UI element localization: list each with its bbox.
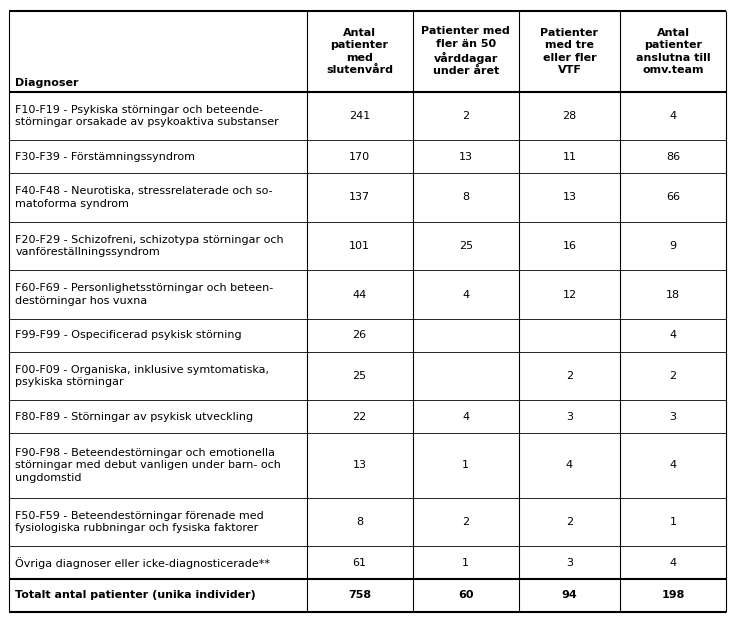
Text: 86: 86 [666, 151, 680, 162]
Text: Antal
patienter
anslutna till
omv.team: Antal patienter anslutna till omv.team [636, 28, 711, 75]
Text: 4: 4 [670, 111, 677, 121]
Text: Totalt antal patienter (unika individer): Totalt antal patienter (unika individer) [15, 591, 257, 601]
Text: 2: 2 [462, 517, 470, 527]
Text: F99-F99 - Ospecificerad psykisk störning: F99-F99 - Ospecificerad psykisk störning [15, 330, 242, 340]
Text: Patienter
med tre
eller fler
VTF: Patienter med tre eller fler VTF [540, 28, 598, 75]
Text: 12: 12 [562, 290, 576, 300]
Text: 4: 4 [670, 460, 677, 470]
Text: F20-F29 - Schizofreni, schizotypa störningar och
vanföreställningssyndrom: F20-F29 - Schizofreni, schizotypa störni… [15, 235, 284, 257]
Text: Övriga diagnoser eller icke-diagnosticerade**: Övriga diagnoser eller icke-diagnosticer… [15, 557, 270, 569]
Text: 2: 2 [566, 517, 573, 527]
Text: 13: 13 [459, 151, 473, 162]
Text: F30-F39 - Förstämningssyndrom: F30-F39 - Förstämningssyndrom [15, 151, 196, 162]
Text: 198: 198 [662, 591, 685, 601]
Text: 101: 101 [349, 241, 370, 251]
Text: 1: 1 [670, 517, 677, 527]
Text: 8: 8 [356, 517, 363, 527]
Text: 60: 60 [458, 591, 473, 601]
Text: 25: 25 [459, 241, 473, 251]
Text: F50-F59 - Beteendestörningar förenade med
fysiologiska rubbningar och fysiska fa: F50-F59 - Beteendestörningar förenade me… [15, 511, 264, 533]
Text: 94: 94 [562, 591, 577, 601]
Text: 170: 170 [349, 151, 370, 162]
Text: 13: 13 [562, 193, 576, 202]
Text: 61: 61 [353, 558, 367, 568]
Text: F00-F09 - Organiska, inklusive symtomatiska,
psykiska störningar: F00-F09 - Organiska, inklusive symtomati… [15, 365, 270, 388]
Text: 9: 9 [670, 241, 677, 251]
Text: 13: 13 [353, 460, 367, 470]
Text: 11: 11 [562, 151, 576, 162]
Text: 241: 241 [349, 111, 370, 121]
Text: Diagnoser: Diagnoser [15, 78, 79, 88]
Text: F40-F48 - Neurotiska, stressrelaterade och so-
matoforma syndrom: F40-F48 - Neurotiska, stressrelaterade o… [15, 186, 273, 209]
Text: 4: 4 [462, 412, 470, 422]
Text: 1: 1 [462, 460, 469, 470]
Text: 4: 4 [670, 330, 677, 340]
Text: 26: 26 [353, 330, 367, 340]
Text: 18: 18 [666, 290, 680, 300]
Text: 44: 44 [353, 290, 367, 300]
Text: Antal
patienter
med
slutenvård: Antal patienter med slutenvård [326, 28, 393, 75]
Text: 28: 28 [562, 111, 576, 121]
Text: 16: 16 [562, 241, 576, 251]
Text: 2: 2 [670, 371, 677, 381]
Text: 3: 3 [670, 412, 677, 422]
Text: 4: 4 [462, 290, 470, 300]
Text: F10-F19 - Psykiska störningar och beteende-
störningar orsakade av psykoaktiva s: F10-F19 - Psykiska störningar och beteen… [15, 105, 279, 127]
Text: 3: 3 [566, 558, 573, 568]
Text: F90-F98 - Beteendestörningar och emotionella
störningar med debut vanligen under: F90-F98 - Beteendestörningar och emotion… [15, 448, 282, 483]
Text: 1: 1 [462, 558, 469, 568]
Text: 4: 4 [670, 558, 677, 568]
Text: 758: 758 [348, 591, 371, 601]
Text: 25: 25 [353, 371, 367, 381]
Text: 2: 2 [566, 371, 573, 381]
Text: F60-F69 - Personlighetsstörningar och beteen-
destörningar hos vuxna: F60-F69 - Personlighetsstörningar och be… [15, 283, 273, 306]
Text: F80-F89 - Störningar av psykisk utveckling: F80-F89 - Störningar av psykisk utveckli… [15, 412, 254, 422]
Text: 137: 137 [349, 193, 370, 202]
Text: 3: 3 [566, 412, 573, 422]
Text: 4: 4 [566, 460, 573, 470]
Text: 22: 22 [353, 412, 367, 422]
Text: 66: 66 [666, 193, 680, 202]
Text: 2: 2 [462, 111, 470, 121]
Text: Patienter med
fler än 50
vårddagar
under året: Patienter med fler än 50 vårddagar under… [421, 26, 510, 77]
Text: 8: 8 [462, 193, 470, 202]
